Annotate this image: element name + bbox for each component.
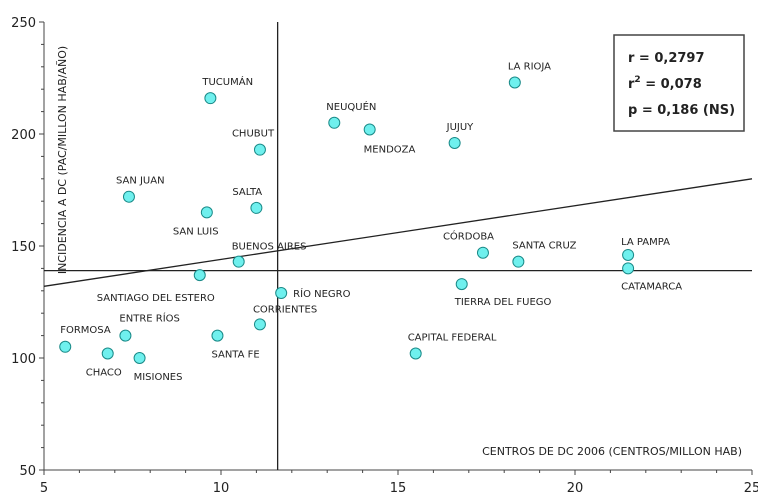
stats-p: p = 0,186 (NS) bbox=[628, 103, 735, 118]
stats-r2: r2 = 0,078 bbox=[628, 75, 702, 92]
data-points bbox=[59, 76, 635, 364]
point-label: SAN LUIS bbox=[173, 226, 219, 237]
data-point bbox=[200, 206, 213, 219]
stats-r2-base: r bbox=[628, 77, 635, 92]
point-label: TIERRA DEL FUEGO bbox=[454, 297, 552, 308]
data-point bbox=[275, 287, 288, 300]
y-axis-label: INCIDENCIA A DC (PAC/MILLON HAB/AÑO) bbox=[56, 46, 69, 274]
data-point bbox=[119, 329, 132, 342]
data-point bbox=[448, 136, 461, 149]
data-point bbox=[622, 262, 635, 275]
data-point bbox=[253, 318, 266, 331]
x-tick-label: 5 bbox=[40, 481, 48, 496]
point-label: MISIONES bbox=[134, 372, 183, 383]
data-point bbox=[476, 246, 489, 259]
point-label: CAPITAL FEDERAL bbox=[408, 333, 497, 344]
point-label: ENTRE RÍOS bbox=[119, 312, 179, 325]
x-tick-label: 25 bbox=[744, 481, 758, 496]
data-point bbox=[508, 76, 521, 89]
y-tick-label: 100 bbox=[11, 352, 36, 367]
point-label: FORMOSA bbox=[60, 325, 111, 336]
data-point bbox=[622, 248, 635, 261]
data-point bbox=[101, 347, 114, 360]
regression-line bbox=[43, 178, 753, 287]
axis-ticks: 50 100 150 200 250 5 10 15 20 25 bbox=[11, 16, 758, 496]
stats-r2-value: = 0,078 bbox=[641, 77, 702, 92]
data-point bbox=[122, 190, 135, 203]
point-label: LA RIOJA bbox=[508, 61, 551, 72]
data-point bbox=[409, 347, 422, 360]
data-point bbox=[250, 201, 263, 214]
point-label: SALTA bbox=[232, 187, 262, 198]
point-label: LA PAMPA bbox=[621, 237, 670, 248]
point-label: SANTA FE bbox=[211, 350, 259, 361]
point-label: CORRIENTES bbox=[253, 304, 317, 315]
x-tick-label: 20 bbox=[567, 481, 584, 496]
y-tick-label: 200 bbox=[11, 128, 36, 143]
data-point bbox=[512, 255, 525, 268]
stats-box-frame bbox=[613, 34, 745, 132]
point-label: SAN JUAN bbox=[116, 176, 165, 187]
point-label: CHUBUT bbox=[232, 129, 275, 140]
data-point bbox=[133, 352, 146, 364]
data-point bbox=[204, 92, 217, 105]
point-label: RÍO NEGRO bbox=[293, 287, 350, 300]
point-label: MENDOZA bbox=[364, 145, 416, 156]
y-tick-label: 150 bbox=[11, 240, 36, 255]
reference-lines bbox=[43, 22, 753, 470]
x-tick-label: 10 bbox=[213, 481, 230, 496]
point-label: NEUQUÉN bbox=[326, 100, 376, 113]
x-axis-label: CENTROS DE DC 2006 (CENTROS/MILLON HAB) bbox=[482, 445, 742, 458]
data-point bbox=[193, 269, 206, 282]
point-label: SANTA CRUZ bbox=[512, 241, 576, 252]
stats-box: r = 0,2797 r2 = 0,078 p = 0,186 (NS) bbox=[613, 34, 745, 132]
data-point bbox=[211, 329, 224, 342]
data-point bbox=[363, 123, 376, 136]
point-label: JUJUY bbox=[446, 122, 475, 133]
point-label: CATAMARCA bbox=[621, 281, 682, 292]
data-point bbox=[59, 340, 72, 353]
data-point bbox=[455, 278, 468, 291]
y-tick-label: 50 bbox=[19, 464, 36, 479]
data-point bbox=[232, 255, 245, 268]
point-label: CÓRDOBA bbox=[443, 230, 494, 243]
point-label: TUCUMÁN bbox=[201, 75, 253, 88]
data-point bbox=[328, 116, 341, 129]
stats-r: r = 0,2797 bbox=[628, 51, 705, 66]
point-labels: FORMOSA CHACO ENTRE RÍOS MISIONES SAN JUAN TU… bbox=[60, 61, 682, 383]
y-tick-label: 250 bbox=[11, 16, 36, 31]
point-label: CHACO bbox=[86, 368, 122, 379]
stats-r2-sup: 2 bbox=[634, 75, 640, 85]
data-point bbox=[253, 143, 266, 156]
point-label: SANTIAGO DEL ESTERO bbox=[97, 293, 215, 304]
point-label: BUENOS AIRES bbox=[232, 242, 307, 253]
x-tick-label: 15 bbox=[390, 481, 407, 496]
